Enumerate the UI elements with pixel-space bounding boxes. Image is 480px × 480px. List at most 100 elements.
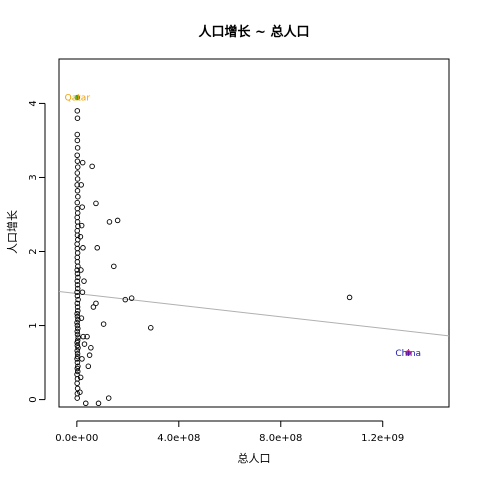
data-point [111, 263, 117, 270]
data-point [86, 352, 93, 358]
data-point [74, 205, 81, 212]
data-point [74, 170, 81, 176]
data-point [74, 350, 81, 357]
annotations: Qatar China [65, 94, 421, 359]
data-point [74, 245, 81, 252]
data-point [74, 310, 80, 317]
data-point [74, 254, 81, 261]
data-points [74, 108, 353, 407]
data-point [95, 400, 102, 407]
data-point [74, 368, 81, 375]
data-point [75, 345, 81, 351]
data-point [74, 214, 80, 221]
data-point [74, 285, 81, 292]
data-point [74, 228, 81, 234]
axes: 0.0e+00 4.0e+08 8.0e+08 1.2e+09 0 1 2 3 4 [28, 100, 404, 444]
y-tick-label: 0 [28, 396, 39, 402]
x-axis-label: 总人口 [238, 451, 271, 465]
data-point [79, 289, 86, 295]
highlight-point [405, 350, 412, 356]
data-point [90, 304, 97, 310]
data-point [74, 182, 80, 188]
data-point [74, 137, 81, 144]
data-point [74, 380, 80, 387]
annotation-label: Qatar [65, 94, 91, 104]
data-point [88, 345, 94, 351]
data-point [75, 236, 81, 243]
y-tick-label: 1 [28, 322, 39, 328]
data-point [74, 339, 80, 346]
data-point [93, 300, 99, 307]
data-point [74, 300, 81, 307]
data-point [85, 363, 92, 370]
y-tick-label: 3 [28, 174, 39, 180]
data-point [75, 307, 81, 314]
data-point [79, 204, 85, 210]
data-point [79, 356, 85, 362]
data-point [75, 363, 81, 370]
plot-frame [58, 58, 450, 408]
data-point [74, 289, 80, 295]
data-point [74, 241, 80, 247]
data-point [74, 328, 81, 335]
data-point [78, 315, 85, 321]
data-point [81, 341, 88, 347]
data-point [74, 337, 81, 344]
data-point [74, 371, 80, 378]
data-point [74, 322, 81, 329]
data-point [78, 267, 84, 273]
data-point [77, 374, 84, 381]
data-point [74, 270, 81, 277]
data-point [75, 325, 81, 332]
data-point [74, 395, 80, 401]
data-point [94, 245, 100, 251]
data-point [81, 278, 87, 284]
data-point [78, 222, 85, 229]
data-point [84, 333, 90, 340]
data-point [89, 163, 95, 170]
data-point [78, 182, 84, 188]
data-point [100, 321, 107, 327]
regression-line-group [58, 290, 450, 337]
data-point [74, 282, 81, 288]
data-point [74, 131, 81, 138]
data-point [77, 233, 84, 240]
data-point [83, 400, 89, 407]
data-point [74, 353, 81, 360]
data-point [122, 296, 129, 303]
data-point [105, 395, 112, 401]
data-point [75, 274, 81, 281]
data-point [114, 217, 121, 224]
data-point [77, 389, 83, 395]
data-point [74, 365, 81, 372]
data-point [75, 193, 81, 200]
data-point [74, 359, 81, 366]
data-point [74, 278, 81, 284]
data-point [74, 210, 81, 216]
data-point [74, 347, 80, 354]
x-tick-label: 8.0e+08 [259, 433, 302, 444]
data-point [74, 293, 81, 299]
y-axis-label: 人口增长 [5, 210, 19, 254]
x-tick-label: 0.0e+00 [55, 433, 98, 444]
data-point [80, 333, 86, 340]
data-point [74, 158, 81, 164]
data-point [74, 145, 81, 151]
data-point [79, 159, 86, 166]
data-point [74, 331, 81, 338]
data-point [74, 115, 81, 121]
data-point [346, 294, 353, 301]
data-point [74, 188, 81, 194]
data-point [74, 108, 81, 114]
data-point [74, 304, 81, 310]
data-point [74, 219, 81, 225]
x-tick-label: 1.2e+09 [361, 433, 404, 444]
data-point [74, 199, 81, 206]
data-point [128, 295, 135, 301]
data-point [106, 219, 113, 225]
y-tick-label: 2 [28, 248, 39, 254]
data-point [74, 342, 81, 349]
annotation-label: China [395, 349, 421, 359]
